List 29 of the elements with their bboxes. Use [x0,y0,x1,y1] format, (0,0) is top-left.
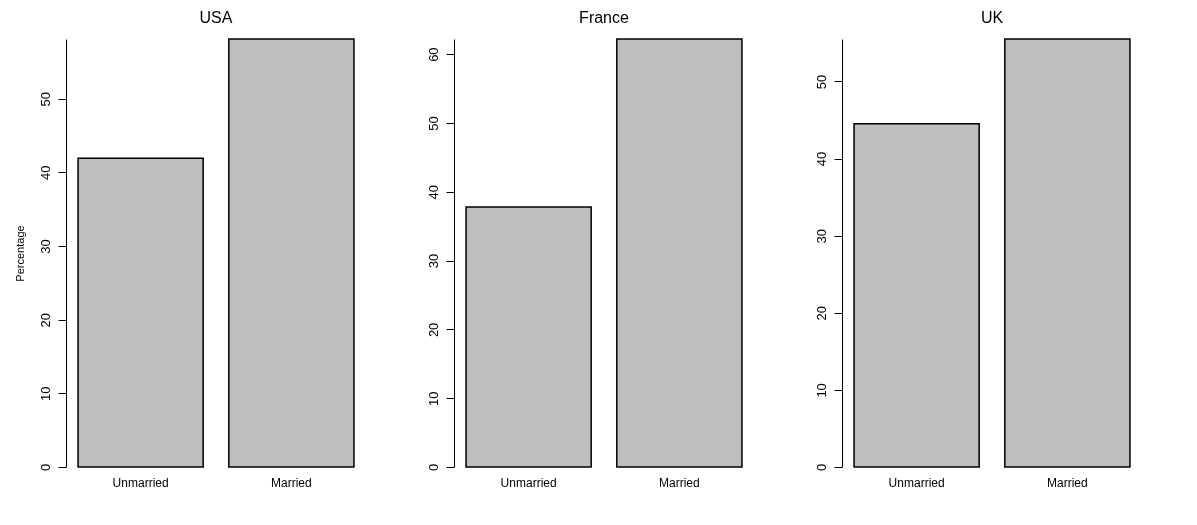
x-tick-label: Unmarried [112,475,169,490]
y-tick-label: 20 [425,322,441,338]
x-tick-label: Unmarried [888,475,945,490]
y-tick-label: 10 [37,386,53,402]
x-tick-label: Married [271,475,312,490]
y-tick-label: 0 [813,463,829,472]
y-tick-label: 30 [37,239,53,254]
y-tick-label: 10 [813,383,829,398]
y-tick-label: 50 [425,116,441,131]
y-tick-label: 30 [813,228,829,244]
x-tick-label: Married [659,475,700,490]
y-axis-title: Percentage [13,225,26,282]
chart-title: UK [980,9,1004,27]
y-tick-label: 10 [425,391,441,406]
y-tick-label: 20 [37,312,53,328]
y-tick-label: 50 [37,91,53,107]
chart-title: USA [199,9,233,27]
y-tick-label: 30 [425,253,441,269]
y-tick-label: 0 [425,463,441,472]
y-tick-label: 40 [813,151,829,167]
chart-title: France [579,9,629,27]
y-tick-label: 40 [425,185,441,200]
y-tick-label: 40 [37,165,53,181]
x-tick-label: Unmarried [500,475,557,490]
y-tick-label: 50 [813,74,829,90]
y-tick-label: 20 [813,306,829,321]
x-tick-label: Married [1047,475,1088,490]
y-tick-label: 60 [425,47,441,62]
y-tick-label: 0 [37,463,53,472]
